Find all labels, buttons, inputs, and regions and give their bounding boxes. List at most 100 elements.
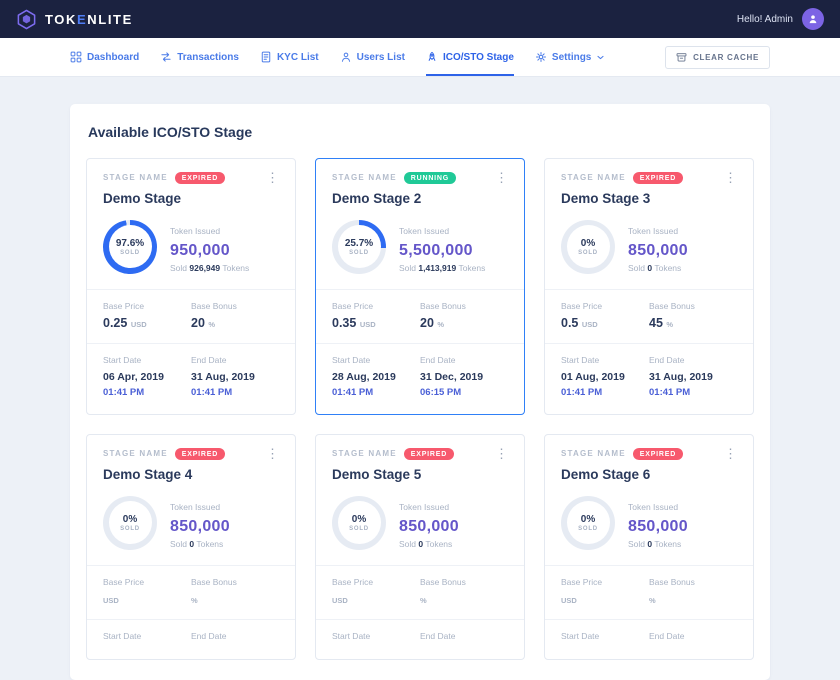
token-section: 0% SOLD Token Issued 850,000 Sold 0 Toke…	[545, 217, 753, 289]
base-bonus-block: Base Bonus %	[420, 577, 508, 606]
sold-tokens-value: 1,413,919	[418, 262, 457, 273]
base-bonus-block: Base Bonus %	[191, 577, 279, 606]
stage-card: STAGE NAME EXPIRED ⋮ Demo Stage 6 0% SOL…	[544, 434, 754, 660]
sold-progress-ring: 0% SOLD	[561, 495, 615, 550]
base-bonus-value: %	[191, 595, 198, 605]
stage-name-label: STAGE NAME	[332, 173, 397, 183]
stage-name-label: STAGE NAME	[561, 449, 626, 459]
transfer-arrows-icon	[160, 51, 172, 63]
end-date-block: End Date	[420, 631, 508, 646]
token-issued-value: 5,500,000	[399, 241, 473, 259]
stage-title: Demo Stage	[103, 190, 182, 206]
stage-card: STAGE NAME EXPIRED ⋮ Demo Stage 5 0% SOL…	[315, 434, 525, 660]
nav-item-ico-sto-stage[interactable]: ICO/STO Stage	[425, 38, 514, 76]
sold-percent-value: 0%	[580, 237, 596, 249]
card-menu-icon[interactable]: ⋮	[266, 170, 279, 185]
base-bonus-block: Base Bonus %	[649, 577, 737, 606]
start-date-label: Start Date	[103, 630, 142, 641]
sold-tokens-line: Sold 926,949 Tokens	[170, 262, 250, 273]
clear-cache-label: CLEAR CACHE	[693, 52, 759, 62]
end-date-block: End Date	[649, 631, 737, 646]
nav-label: Transactions	[177, 51, 239, 63]
card-header: STAGE NAME EXPIRED ⋮	[103, 170, 281, 185]
status-badge: RUNNING	[403, 172, 457, 184]
nav-label: ICO/STO Stage	[442, 51, 514, 63]
end-date-label: End Date	[420, 630, 456, 641]
end-date-label: End Date	[649, 630, 685, 641]
sold-tokens-line: Sold 0 Tokens	[628, 262, 682, 273]
nav-item-transactions[interactable]: Transactions	[160, 38, 239, 76]
nav-item-kyc-list[interactable]: KYC List	[260, 38, 319, 76]
end-date-label: End Date	[649, 354, 685, 365]
card-menu-icon[interactable]: ⋮	[724, 446, 737, 462]
sold-ring-label: SOLD	[120, 525, 140, 532]
end-date-block: End Date	[191, 631, 279, 646]
base-bonus-block: Base Bonus 45 %	[649, 301, 737, 330]
sold-progress-ring: 97.6% SOLD	[103, 219, 157, 274]
stage-cards-grid: STAGE NAME EXPIRED ⋮ Demo Stage 97.6% SO…	[86, 158, 754, 660]
brand-logo[interactable]: TOKENLITE	[16, 9, 133, 30]
content-area: Available ICO/STO Stage STAGE NAME EXPIR…	[0, 77, 840, 680]
stage-name-label: STAGE NAME	[561, 173, 626, 183]
base-bonus-value: 20 %	[420, 315, 445, 330]
sold-ring-label: SOLD	[349, 525, 369, 532]
end-date-label: End Date	[420, 354, 456, 365]
base-price-block: Base Price USD	[103, 577, 191, 606]
base-bonus-label: Base Bonus	[420, 300, 466, 311]
base-price-value: USD	[332, 595, 348, 605]
topbar-user-area: Hello! Admin	[737, 8, 824, 30]
nav-item-dashboard[interactable]: Dashboard	[70, 38, 139, 76]
token-section: 0% SOLD Token Issued 850,000 Sold 0 Toke…	[545, 493, 753, 565]
card-menu-icon[interactable]: ⋮	[724, 170, 737, 185]
token-issued-label: Token Issued	[170, 501, 221, 512]
sold-percent-value: 0%	[351, 513, 367, 525]
rocket-icon	[426, 51, 438, 63]
sold-progress-ring: 0% SOLD	[103, 495, 157, 550]
dates-row: Start Date 06 Apr, 2019 01:41 PM End Dat…	[87, 342, 295, 414]
sold-tokens-value: 0	[647, 538, 653, 549]
base-bonus-label: Base Bonus	[420, 576, 466, 587]
base-price-label: Base Price	[332, 300, 374, 311]
base-price-value: 0.35 USD	[332, 315, 376, 330]
end-date-block: End Date 31 Aug, 2019 01:41 PM	[649, 355, 737, 402]
sold-progress-ring: 25.7% SOLD	[332, 219, 386, 274]
token-section: 0% SOLD Token Issued 850,000 Sold 0 Toke…	[316, 493, 524, 565]
base-bonus-label: Base Bonus	[649, 300, 695, 311]
token-issued-value: 850,000	[628, 241, 688, 259]
stage-card: STAGE NAME RUNNING ⋮ Demo Stage 2 25.7% …	[315, 158, 525, 416]
start-date-label: Start Date	[561, 630, 600, 641]
token-info: Token Issued 850,000 Sold 0 Tokens	[399, 497, 459, 549]
start-date-label: Start Date	[332, 354, 371, 365]
sold-tokens-line: Sold 0 Tokens	[628, 538, 682, 549]
nav-item-settings[interactable]: Settings	[535, 38, 605, 76]
base-price-label: Base Price	[332, 576, 374, 587]
user-silhouette-icon	[340, 51, 352, 63]
user-avatar[interactable]	[802, 8, 824, 30]
clear-cache-button[interactable]: CLEAR CACHE	[665, 45, 770, 69]
sold-tokens-value: 0	[418, 538, 424, 549]
base-price-label: Base Price	[103, 300, 145, 311]
price-bonus-row: Base Price USD Base Bonus %	[545, 564, 753, 619]
sold-tokens-value: 0	[647, 262, 653, 273]
nav-item-users-list[interactable]: Users List	[340, 38, 405, 76]
token-issued-label: Token Issued	[628, 501, 679, 512]
start-date-block: Start Date	[332, 631, 420, 646]
nav-label: Users List	[356, 51, 405, 63]
sold-ring-label: SOLD	[578, 249, 598, 256]
sold-percent-value: 97.6%	[115, 237, 145, 249]
dates-row: Start Date 01 Aug, 2019 01:41 PM End Dat…	[545, 342, 753, 414]
card-menu-icon[interactable]: ⋮	[495, 170, 508, 185]
start-date-block: Start Date	[561, 631, 649, 646]
brand-wordmark: TOKENLITE	[45, 11, 133, 27]
status-badge: EXPIRED	[632, 448, 684, 460]
end-date-value: 31 Aug, 2019 01:41 PM	[649, 370, 713, 399]
stage-name-label: STAGE NAME	[332, 449, 397, 459]
dashboard-grid-icon	[70, 51, 82, 63]
card-menu-icon[interactable]: ⋮	[266, 446, 279, 462]
card-menu-icon[interactable]: ⋮	[495, 446, 508, 462]
start-date-label: Start Date	[103, 354, 142, 365]
base-bonus-label: Base Bonus	[191, 576, 237, 587]
token-info: Token Issued 850,000 Sold 0 Tokens	[170, 497, 230, 549]
card-header: STAGE NAME EXPIRED ⋮	[561, 446, 739, 462]
token-issued-label: Token Issued	[170, 225, 221, 236]
